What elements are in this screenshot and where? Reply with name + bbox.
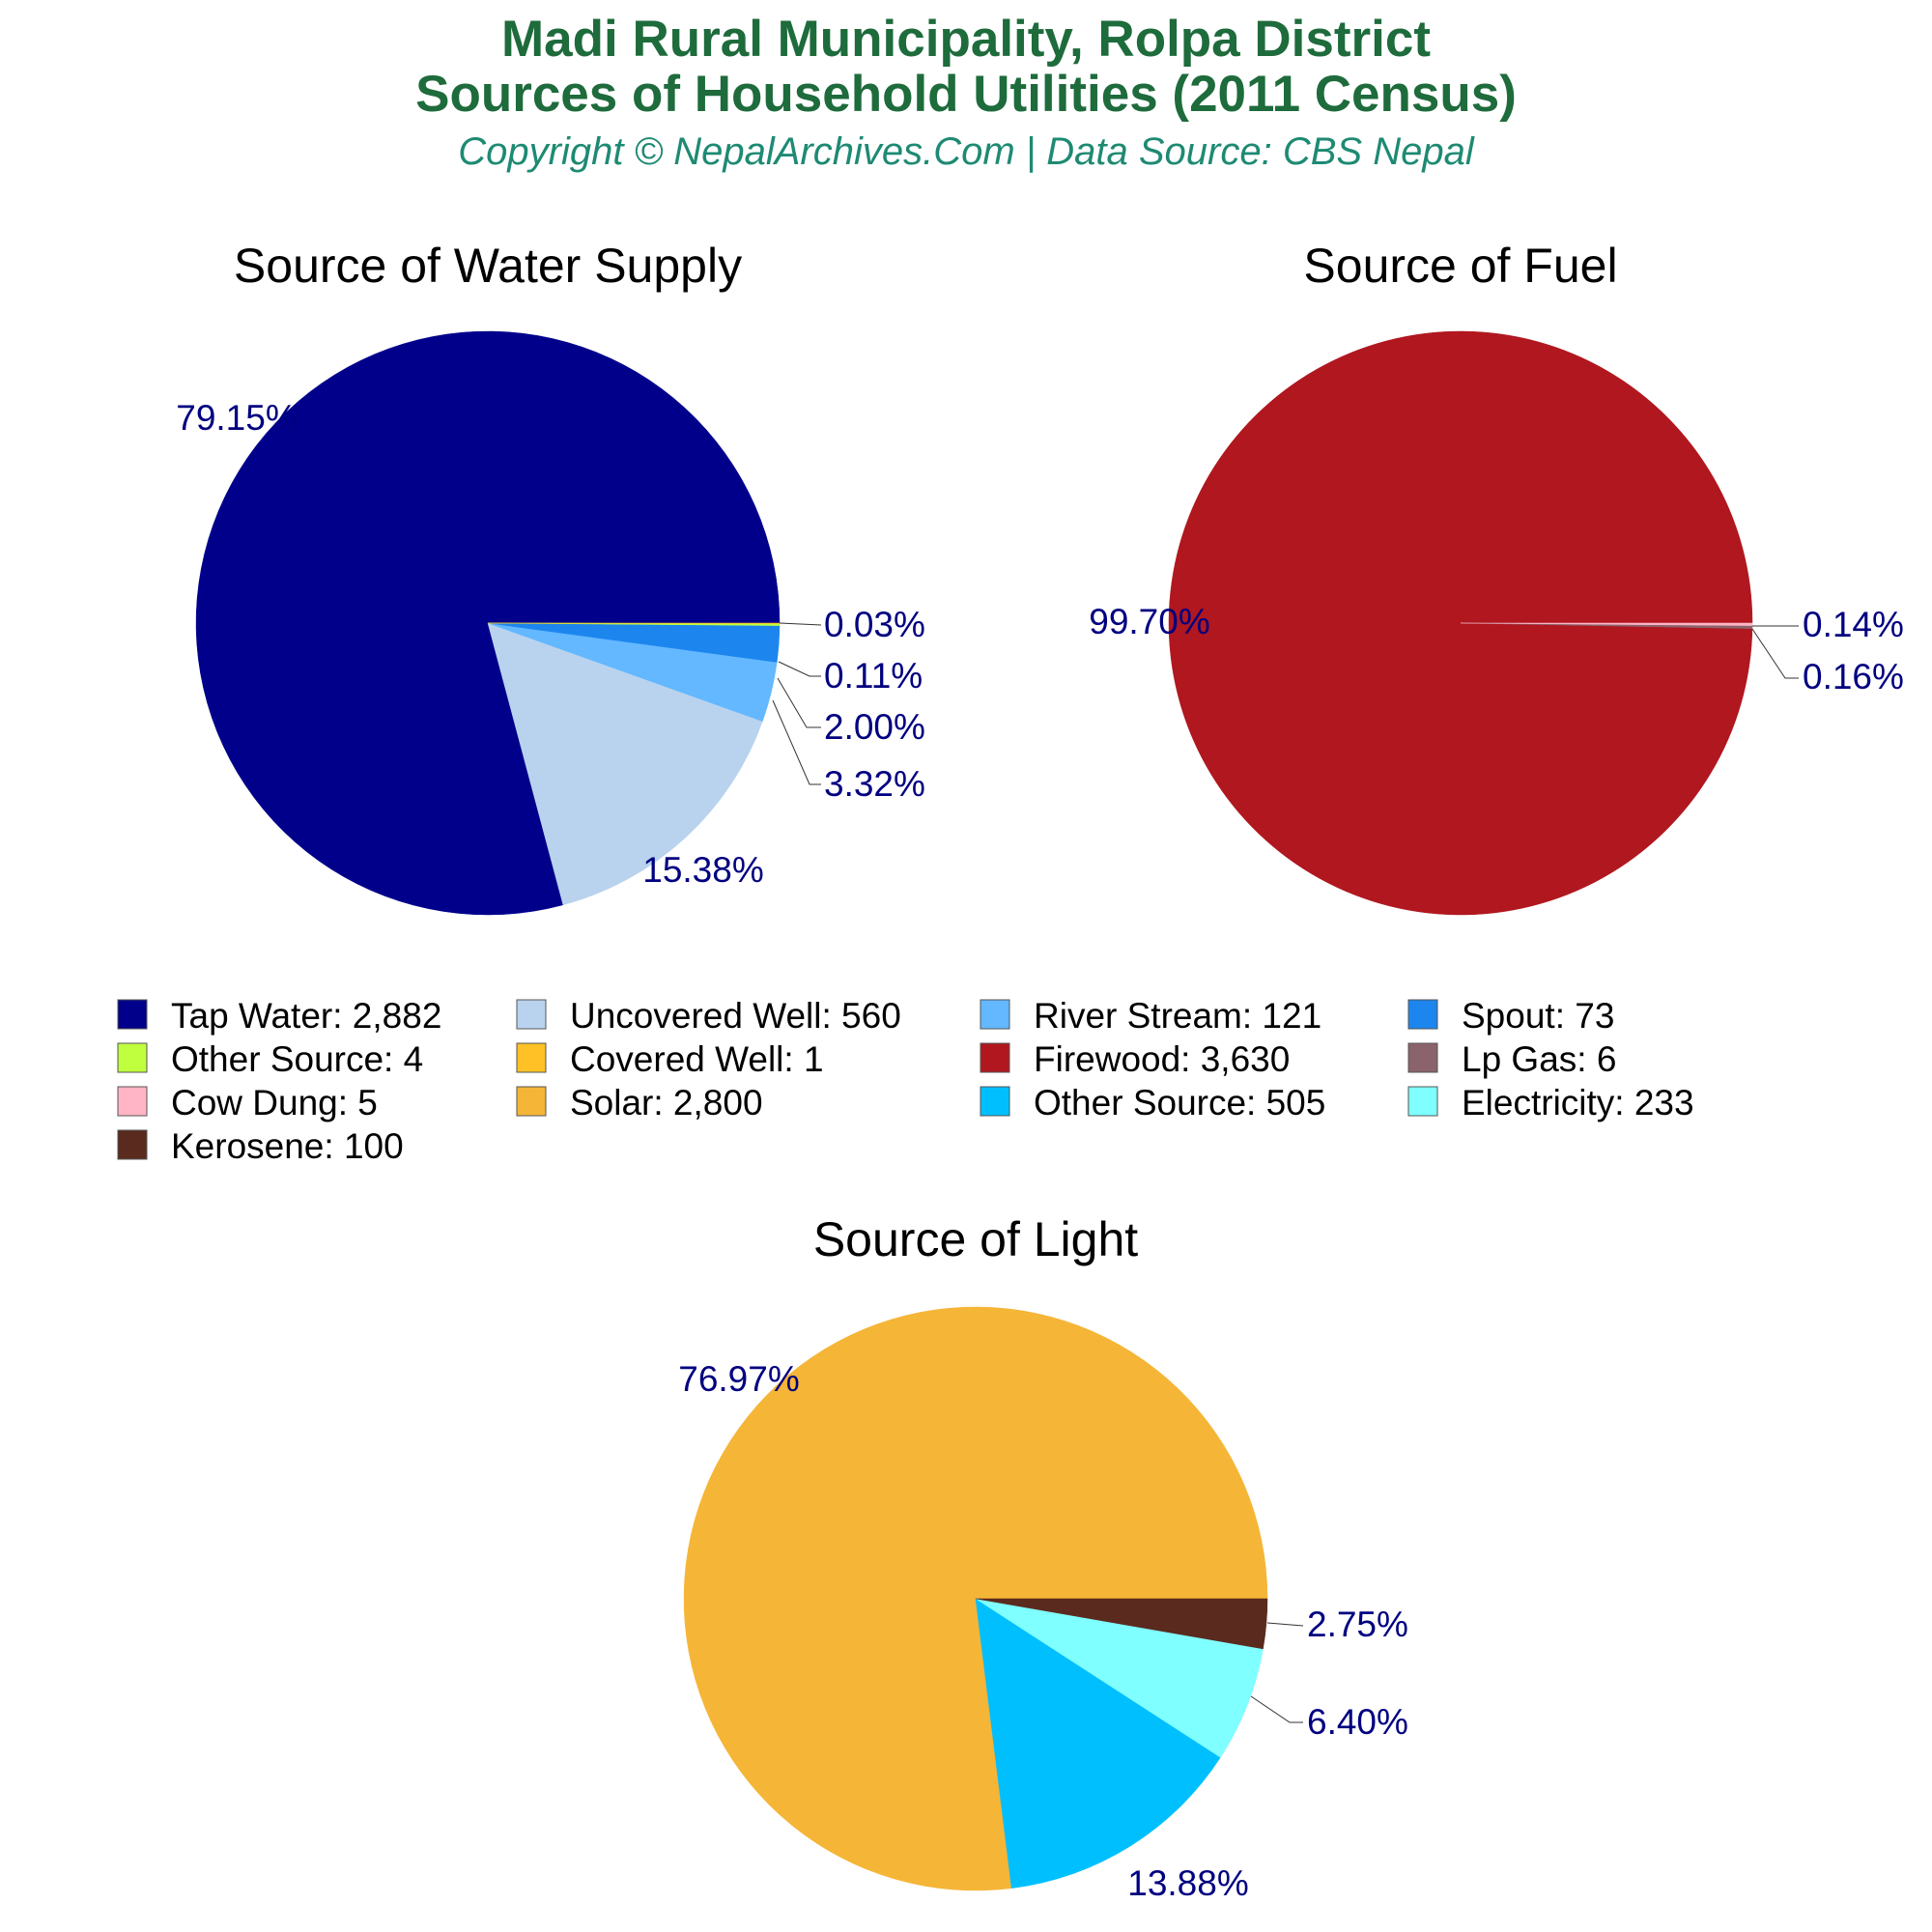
legend-label: Solar: 2,800 bbox=[570, 1083, 763, 1122]
legend-swatch bbox=[516, 1042, 547, 1073]
leader-line bbox=[779, 622, 822, 626]
pie-fuel: Source of Fuel 99.70% 0.16% 0.14% bbox=[1089, 239, 1904, 916]
leader-line bbox=[1751, 628, 1799, 679]
chart-subtitle: Copyright © NepalArchives.Com | Data Sou… bbox=[458, 130, 1475, 173]
pie-water-supply: Source of Water Supply 79.15% 15.38% 3.32% 2… bbox=[176, 239, 925, 916]
legend-swatch bbox=[516, 1086, 547, 1117]
pie-slice-electricity bbox=[975, 1598, 1264, 1758]
legend-swatch bbox=[117, 999, 148, 1030]
slice-percent-label: 3.32% bbox=[824, 764, 925, 804]
pie-title: Source of Water Supply bbox=[234, 239, 742, 293]
leader-line bbox=[1250, 1695, 1303, 1723]
slice-percent-label: 0.16% bbox=[1803, 657, 1904, 696]
legend-swatch bbox=[980, 1042, 1010, 1073]
leader-line bbox=[777, 677, 821, 728]
slice-percent-label: 0.03% bbox=[824, 605, 925, 644]
pie-slice-other-source bbox=[975, 1598, 1221, 1889]
leader-line bbox=[772, 699, 821, 785]
slice-percent-label: 15.38% bbox=[642, 850, 764, 890]
leader-line bbox=[778, 661, 821, 677]
legend-swatch bbox=[1407, 1086, 1438, 1117]
slice-percent-label: 76.97% bbox=[678, 1359, 800, 1399]
legend-swatch bbox=[1407, 1042, 1438, 1073]
legend-swatch bbox=[1407, 999, 1438, 1030]
legend-label: Cow Dung: 5 bbox=[171, 1083, 378, 1122]
chart-title-line2: Sources of Household Utilities (2011 Cen… bbox=[415, 66, 1517, 123]
slice-percent-label: 99.70% bbox=[1089, 602, 1210, 641]
pie-slice-cow-dung bbox=[1460, 622, 1753, 626]
legend-swatch bbox=[117, 1129, 148, 1160]
legend-label: Firewood: 3,630 bbox=[1034, 1039, 1290, 1079]
legend-label: River Stream: 121 bbox=[1034, 996, 1321, 1036]
pie-light: Source of Light 76.97% 13.88% 6.40% 2.75% bbox=[678, 1212, 1408, 1903]
chart-title-line1: Madi Rural Municipality, Rolpa District bbox=[501, 11, 1431, 68]
slice-percent-label: 2.75% bbox=[1307, 1605, 1408, 1644]
pie-slice-uncovered-well bbox=[487, 622, 763, 906]
slice-percent-label: 79.15% bbox=[176, 398, 298, 438]
legend-label: Covered Well: 1 bbox=[570, 1039, 824, 1079]
legend-swatch bbox=[117, 1042, 148, 1073]
legend-swatch bbox=[980, 999, 1010, 1030]
legend-label: Tap Water: 2,882 bbox=[171, 996, 441, 1036]
leader-line bbox=[1266, 1622, 1304, 1627]
legend-swatch bbox=[980, 1086, 1010, 1117]
legend-label: Other Source: 505 bbox=[1034, 1083, 1325, 1122]
legend-swatch bbox=[117, 1086, 148, 1117]
legend-label: Kerosene: 100 bbox=[171, 1126, 404, 1166]
slice-percent-label: 0.11% bbox=[824, 656, 923, 696]
legend-label: Uncovered Well: 560 bbox=[570, 996, 901, 1036]
slice-percent-label: 6.40% bbox=[1307, 1702, 1408, 1742]
pie-title: Source of Fuel bbox=[1303, 239, 1617, 293]
legend-label: Lp Gas: 6 bbox=[1462, 1039, 1616, 1079]
legend-label: Other Source: 4 bbox=[171, 1039, 423, 1079]
legend: Tap Water: 2,882 Uncovered Well: 560 River… bbox=[117, 996, 1694, 1166]
slice-percent-label: 2.00% bbox=[824, 707, 925, 747]
slice-percent-label: 13.88% bbox=[1127, 1863, 1249, 1903]
legend-label: Spout: 73 bbox=[1462, 996, 1614, 1036]
slice-percent-label: 0.14% bbox=[1803, 605, 1904, 644]
legend-label: Electricity: 233 bbox=[1462, 1083, 1694, 1122]
pie-slice-kerosene bbox=[975, 1598, 1268, 1650]
pie-title: Source of Light bbox=[813, 1212, 1138, 1266]
legend-swatch bbox=[516, 999, 547, 1030]
